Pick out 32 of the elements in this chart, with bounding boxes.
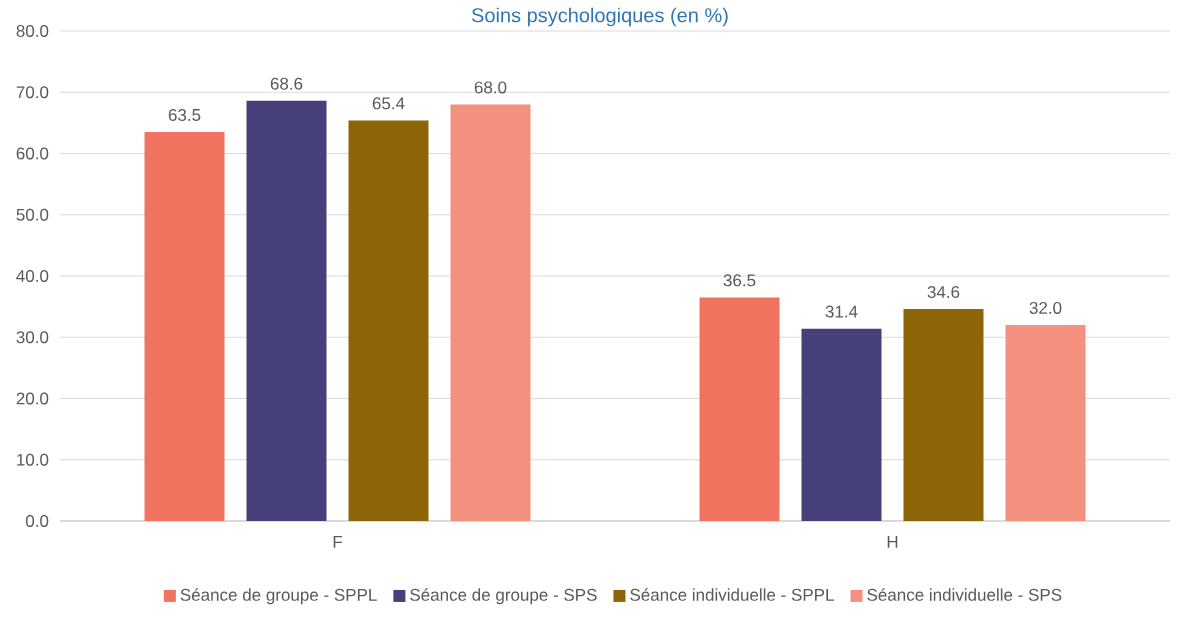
legend-label: Séance individuelle - SPS xyxy=(867,588,1062,601)
y-tick-label: 10.0 xyxy=(17,453,49,466)
bar xyxy=(144,132,225,521)
data-label: 68.0 xyxy=(474,81,507,94)
y-tick-label: 30.0 xyxy=(16,331,49,344)
y-tick-label: 60.0 xyxy=(16,147,49,160)
y-tick-label: 50.0 xyxy=(16,208,49,221)
legend-label: Séance de groupe - SPS xyxy=(410,588,597,605)
y-tick-label: 70.0 xyxy=(16,86,49,99)
chart-title: Soins psychologiques (en %) xyxy=(471,7,728,27)
y-tick-label: 0.0 xyxy=(25,514,49,527)
y-tick-label: 20.0 xyxy=(16,392,49,405)
data-label: 31.4 xyxy=(825,305,858,318)
bar xyxy=(246,100,327,521)
data-label: 65.4 xyxy=(372,97,405,110)
x-tick-label: H xyxy=(887,536,898,548)
data-label: 36.5 xyxy=(723,274,756,287)
legend-label: Séance individuelle - SPPL xyxy=(630,588,834,601)
y-tick-label: 40.0 xyxy=(16,269,49,282)
bar xyxy=(903,309,984,521)
bar xyxy=(450,104,531,521)
data-label: 34.6 xyxy=(927,285,960,298)
x-tick-label: F xyxy=(333,536,342,548)
bar xyxy=(699,297,780,521)
y-tick-label: 80.0 xyxy=(16,24,49,37)
legend-label: Séance de groupe - SPPL xyxy=(180,588,377,605)
bar xyxy=(801,328,882,521)
bar xyxy=(348,120,429,521)
data-label: 63.5 xyxy=(168,108,201,121)
data-label: 32.0 xyxy=(1029,301,1062,314)
data-label: 68.6 xyxy=(270,77,303,90)
bar xyxy=(1005,324,1086,521)
